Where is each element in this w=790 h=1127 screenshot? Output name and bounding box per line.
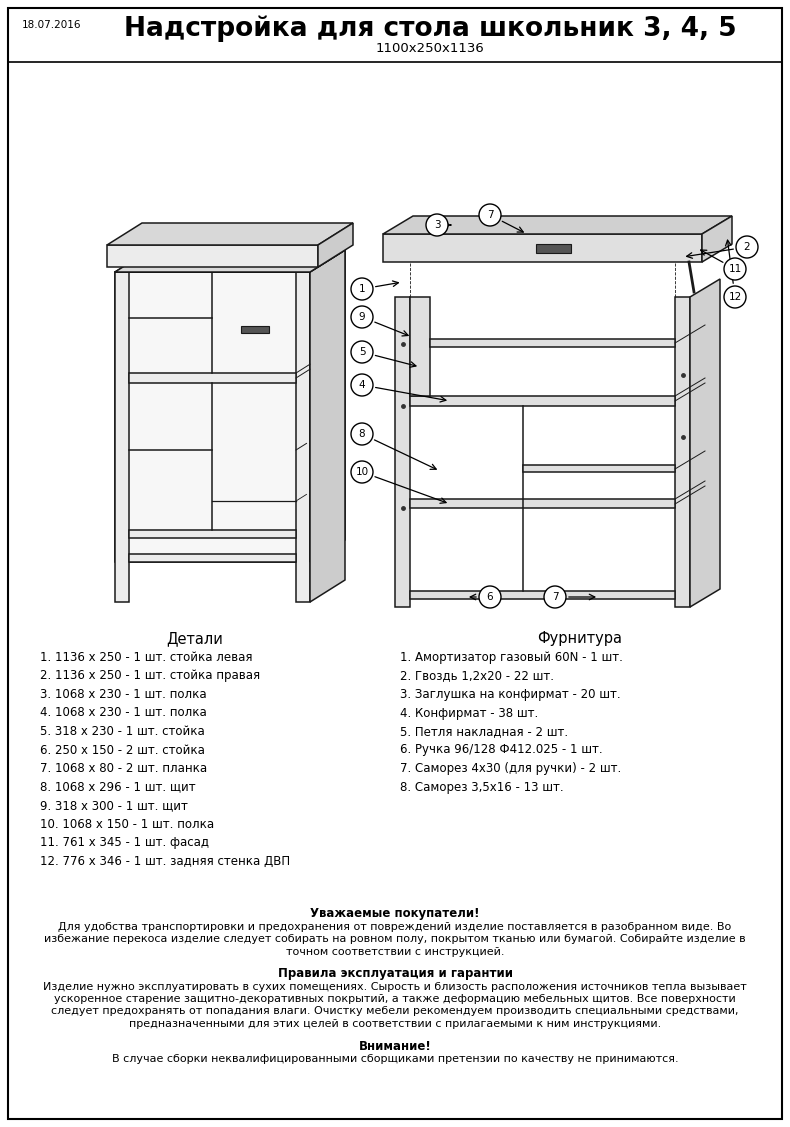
Polygon shape [296, 272, 310, 602]
Text: 5. 318 х 230 - 1 шт. стойка: 5. 318 х 230 - 1 шт. стойка [40, 725, 205, 738]
Polygon shape [318, 223, 353, 267]
Circle shape [351, 278, 373, 300]
Text: Правила эксплуатация и гарантии: Правила эксплуатация и гарантии [277, 967, 513, 980]
Polygon shape [115, 250, 345, 272]
Text: предназначенными для этих целей в соответствии с прилагаемыми к ним инструкциями: предназначенными для этих целей в соотве… [129, 1019, 661, 1029]
Polygon shape [115, 272, 310, 562]
Circle shape [724, 286, 746, 308]
Text: 4: 4 [359, 380, 365, 390]
Text: 3. 1068 х 230 - 1 шт. полка: 3. 1068 х 230 - 1 шт. полка [40, 687, 207, 701]
Polygon shape [690, 279, 720, 607]
Circle shape [426, 214, 448, 236]
Text: Надстройка для стола школьник 3, 4, 5: Надстройка для стола школьник 3, 4, 5 [124, 15, 736, 42]
Text: Уважаемые покупатели!: Уважаемые покупатели! [310, 907, 480, 920]
Polygon shape [129, 554, 296, 562]
Polygon shape [310, 250, 345, 562]
Text: 1100x250x1136: 1100x250x1136 [375, 42, 484, 55]
Polygon shape [410, 396, 675, 406]
Circle shape [351, 461, 373, 483]
Polygon shape [675, 298, 690, 607]
Polygon shape [129, 373, 296, 383]
Text: 7. Саморез 4х30 (для ручки) - 2 шт.: 7. Саморез 4х30 (для ручки) - 2 шт. [400, 762, 621, 775]
Polygon shape [129, 530, 296, 538]
Circle shape [544, 586, 566, 607]
Text: 2. 1136 х 250 - 1 шт. стойка правая: 2. 1136 х 250 - 1 шт. стойка правая [40, 669, 260, 683]
Polygon shape [241, 326, 269, 332]
Circle shape [479, 204, 501, 227]
Circle shape [724, 258, 746, 279]
Text: 10: 10 [356, 467, 369, 477]
Text: 7: 7 [551, 592, 559, 602]
Circle shape [351, 307, 373, 328]
Text: Изделие нужно эксплуатировать в сухих помещениях. Сырость и близость расположени: Изделие нужно эксплуатировать в сухих по… [43, 982, 747, 992]
Polygon shape [310, 250, 345, 602]
Text: 5: 5 [359, 347, 365, 357]
Text: 12. 776 х 346 - 1 шт. задняя стенка ДВП: 12. 776 х 346 - 1 шт. задняя стенка ДВП [40, 854, 290, 868]
Text: 5. Петля накладная - 2 шт.: 5. Петля накладная - 2 шт. [400, 725, 568, 738]
Circle shape [479, 586, 501, 607]
Polygon shape [410, 499, 675, 508]
Text: 11: 11 [728, 264, 742, 274]
Text: ускоренное старение защитно-декоративных покрытий, а также деформацию мебельных : ускоренное старение защитно-декоративных… [55, 994, 735, 1004]
Text: 2. Гвоздь 1,2х20 - 22 шт.: 2. Гвоздь 1,2х20 - 22 шт. [400, 669, 554, 683]
Text: 7. 1068 х 80 - 2 шт. планка: 7. 1068 х 80 - 2 шт. планка [40, 762, 207, 775]
Text: 4. Конфирмат - 38 шт.: 4. Конфирмат - 38 шт. [400, 707, 538, 719]
Polygon shape [410, 298, 430, 396]
Polygon shape [395, 298, 410, 607]
Text: 6: 6 [487, 592, 493, 602]
Text: 8. 1068 х 296 - 1 шт. щит: 8. 1068 х 296 - 1 шт. щит [40, 781, 196, 793]
Circle shape [351, 423, 373, 445]
Text: избежание перекоса изделие следует собирать на ровном полу, покрытом тканью или : избежание перекоса изделие следует собир… [44, 934, 746, 944]
Polygon shape [702, 216, 732, 261]
Polygon shape [523, 465, 675, 472]
Text: 9. 318 х 300 - 1 шт. щит: 9. 318 х 300 - 1 шт. щит [40, 799, 188, 811]
Text: Внимание!: Внимание! [359, 1039, 431, 1053]
Polygon shape [536, 245, 571, 252]
Text: 11. 761 х 345 - 1 шт. фасад: 11. 761 х 345 - 1 шт. фасад [40, 836, 209, 849]
Polygon shape [107, 245, 318, 267]
Polygon shape [383, 216, 732, 234]
Circle shape [351, 341, 373, 363]
Text: 12: 12 [728, 292, 742, 302]
Text: 3: 3 [434, 220, 440, 230]
Text: 1: 1 [359, 284, 365, 294]
Text: 18.07.2016: 18.07.2016 [22, 20, 81, 30]
Text: 6. 250 х 150 - 2 шт. стойка: 6. 250 х 150 - 2 шт. стойка [40, 744, 205, 756]
Text: следует предохранять от попадания влаги. Очистку мебели рекомендуем производить : следует предохранять от попадания влаги.… [51, 1006, 739, 1017]
Text: 9: 9 [359, 312, 365, 322]
Text: 1. 1136 х 250 - 1 шт. стойка левая: 1. 1136 х 250 - 1 шт. стойка левая [40, 651, 253, 664]
Text: 8: 8 [359, 429, 365, 440]
Polygon shape [383, 234, 702, 261]
Polygon shape [115, 272, 129, 602]
Polygon shape [430, 339, 675, 347]
Text: 2: 2 [743, 242, 750, 252]
Circle shape [736, 236, 758, 258]
Text: точном соответствии с инструкцией.: точном соответствии с инструкцией. [286, 947, 504, 957]
Text: 6. Ручка 96/128 Ф412.025 - 1 шт.: 6. Ручка 96/128 Ф412.025 - 1 шт. [400, 744, 603, 756]
Text: 4. 1068 х 230 - 1 шт. полка: 4. 1068 х 230 - 1 шт. полка [40, 707, 207, 719]
Text: 10. 1068 х 150 - 1 шт. полка: 10. 1068 х 150 - 1 шт. полка [40, 817, 214, 831]
Polygon shape [107, 223, 353, 245]
Text: Фурнитура: Фурнитура [537, 631, 623, 646]
Circle shape [351, 374, 373, 396]
Polygon shape [410, 591, 675, 598]
Text: Для удобства транспортировки и предохранения от повреждений изделие поставляется: Для удобства транспортировки и предохран… [58, 922, 732, 932]
Text: 7: 7 [487, 210, 493, 220]
Text: 3. Заглушка на конфирмат - 20 шт.: 3. Заглушка на конфирмат - 20 шт. [400, 687, 621, 701]
Polygon shape [115, 250, 345, 272]
Text: В случае сборки неквалифицированными сборщиками претензии по качеству не принима: В случае сборки неквалифицированными сбо… [111, 1054, 679, 1064]
Text: 8. Саморез 3,5х16 - 13 шт.: 8. Саморез 3,5х16 - 13 шт. [400, 781, 563, 793]
Text: 1. Амортизатор газовый 60N - 1 шт.: 1. Амортизатор газовый 60N - 1 шт. [400, 651, 623, 664]
Text: Детали: Детали [167, 631, 224, 646]
